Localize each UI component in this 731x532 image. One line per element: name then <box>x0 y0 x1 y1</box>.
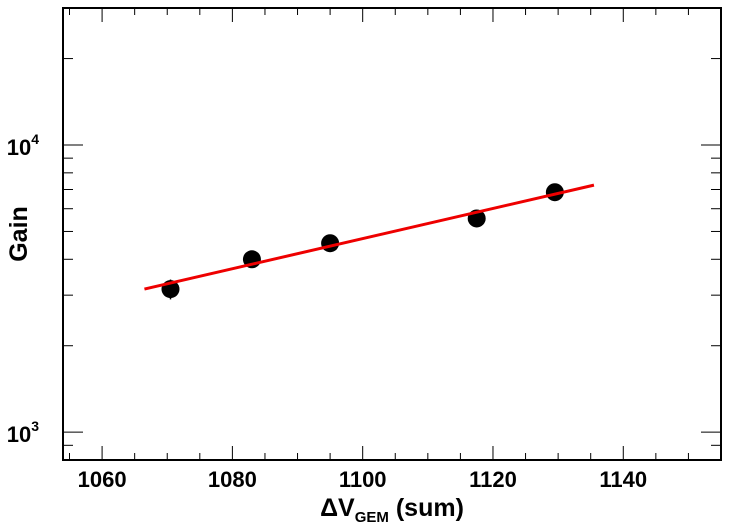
x-tick-label: 1060 <box>78 467 127 492</box>
y-tick-label-exponent: 3 <box>31 418 39 434</box>
x-tick-labels: 1060 1080 1100 1120 1140 <box>78 467 648 492</box>
y-tick-label-base: 10 <box>7 135 31 160</box>
x-axis-title-tail: (sum) <box>389 494 464 522</box>
y-tick-label-base: 10 <box>7 422 31 447</box>
x-axis-title-main: ΔV <box>320 494 355 522</box>
axis-ticks <box>63 7 722 461</box>
y-axis-title: Gain <box>5 206 33 262</box>
x-tick-label: 1080 <box>208 467 257 492</box>
y-tick-label: 103 <box>7 418 39 447</box>
y-tick-label: 104 <box>7 131 39 160</box>
plot-frame <box>62 7 722 461</box>
x-tick-label: 1120 <box>469 467 517 492</box>
y-tick-label-exponent: 4 <box>31 131 39 147</box>
x-axis-title: ΔVGEM (sum) <box>320 494 464 526</box>
data-series <box>144 183 595 300</box>
x-tick-label: 1100 <box>339 467 387 492</box>
x-tick-label: 1140 <box>599 467 647 492</box>
fit-line <box>144 183 595 291</box>
x-axis-title-subscript: GEM <box>355 509 389 526</box>
